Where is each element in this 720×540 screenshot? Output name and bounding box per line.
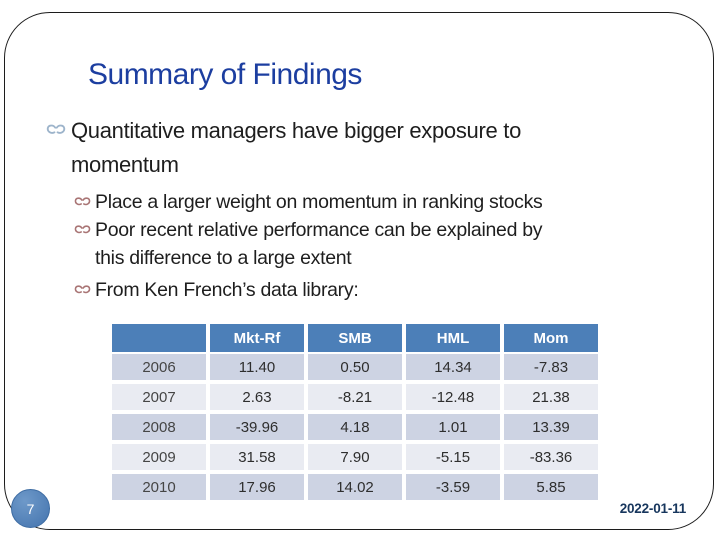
bullet-line: momentum: [71, 152, 179, 177]
table-header-cell: HML: [406, 324, 500, 352]
bullet-line: From Ken French’s data library:: [95, 279, 359, 301]
table-value-cell: 7.90: [308, 444, 402, 470]
bullet-text: Quantitative managers have bigger exposu…: [71, 114, 521, 182]
page-title: Summary of Findings: [88, 58, 362, 91]
table-value-cell: -39.96: [210, 414, 304, 440]
table-value-cell: -8.21: [308, 384, 402, 410]
page-number-badge: 7: [11, 489, 50, 528]
double-curl-bullet-icon: [74, 224, 91, 236]
table-value-cell: 4.18: [308, 414, 402, 440]
table-year-cell: 2008: [112, 414, 206, 440]
table-value-cell: 14.34: [406, 354, 500, 380]
table-value-cell: 14.02: [308, 474, 402, 500]
table-header-cell: [112, 324, 206, 352]
table-value-cell: 21.38: [504, 384, 598, 410]
page-number: 7: [26, 500, 35, 517]
factor-returns-table: Mkt-Rf SMB HML Mom 2006 11.40 0.50 14.34 -7.…: [112, 324, 598, 500]
table-header-cell: Mkt-Rf: [210, 324, 304, 352]
sub-bullet-item: Poor recent relative performance can be …: [74, 216, 674, 272]
table-value-cell: 2.63: [210, 384, 304, 410]
sub-bullet-text: Poor recent relative performance can be …: [95, 216, 543, 272]
sub-bullet-item: From Ken French’s data library:: [74, 276, 674, 304]
table-header-cell: SMB: [308, 324, 402, 352]
table-value-cell: -12.48: [406, 384, 500, 410]
sub-bullet-text: Place a larger weight on momentum in ran…: [95, 188, 543, 216]
double-curl-bullet-icon: [46, 123, 66, 137]
table-value-cell: -5.15: [406, 444, 500, 470]
table-value-cell: 0.50: [308, 354, 402, 380]
table-value-cell: -3.59: [406, 474, 500, 500]
table-value-cell: 13.39: [504, 414, 598, 440]
sub-bullet-item: Place a larger weight on momentum in ran…: [74, 188, 674, 216]
bullet-line: Poor recent relative performance can be …: [95, 219, 543, 241]
sub-bullet-text: From Ken French’s data library:: [95, 276, 359, 304]
table-header-cell: Mom: [504, 324, 598, 352]
table-year-cell: 2010: [112, 474, 206, 500]
table-value-cell: 17.96: [210, 474, 304, 500]
table-value-cell: 11.40: [210, 354, 304, 380]
double-curl-bullet-icon: [74, 196, 91, 208]
bullet-item: Quantitative managers have bigger exposu…: [46, 114, 646, 182]
table-value-cell: 31.58: [210, 444, 304, 470]
table-value-cell: -83.36: [504, 444, 598, 470]
double-curl-bullet-icon: [74, 284, 91, 296]
bullet-line: Quantitative managers have bigger exposu…: [71, 118, 522, 143]
table-year-cell: 2007: [112, 384, 206, 410]
table-year-cell: 2009: [112, 444, 206, 470]
slide-border-frame: [4, 12, 714, 530]
table-year-cell: 2006: [112, 354, 206, 380]
table-value-cell: 5.85: [504, 474, 598, 500]
table-value-cell: 1.01: [406, 414, 500, 440]
bullet-line: Place a larger weight on momentum in ran…: [95, 191, 543, 213]
table-value-cell: -7.83: [504, 354, 598, 380]
slide-date: 2022-01-11: [619, 501, 687, 516]
bullet-line: this difference to a large extent: [95, 247, 352, 269]
